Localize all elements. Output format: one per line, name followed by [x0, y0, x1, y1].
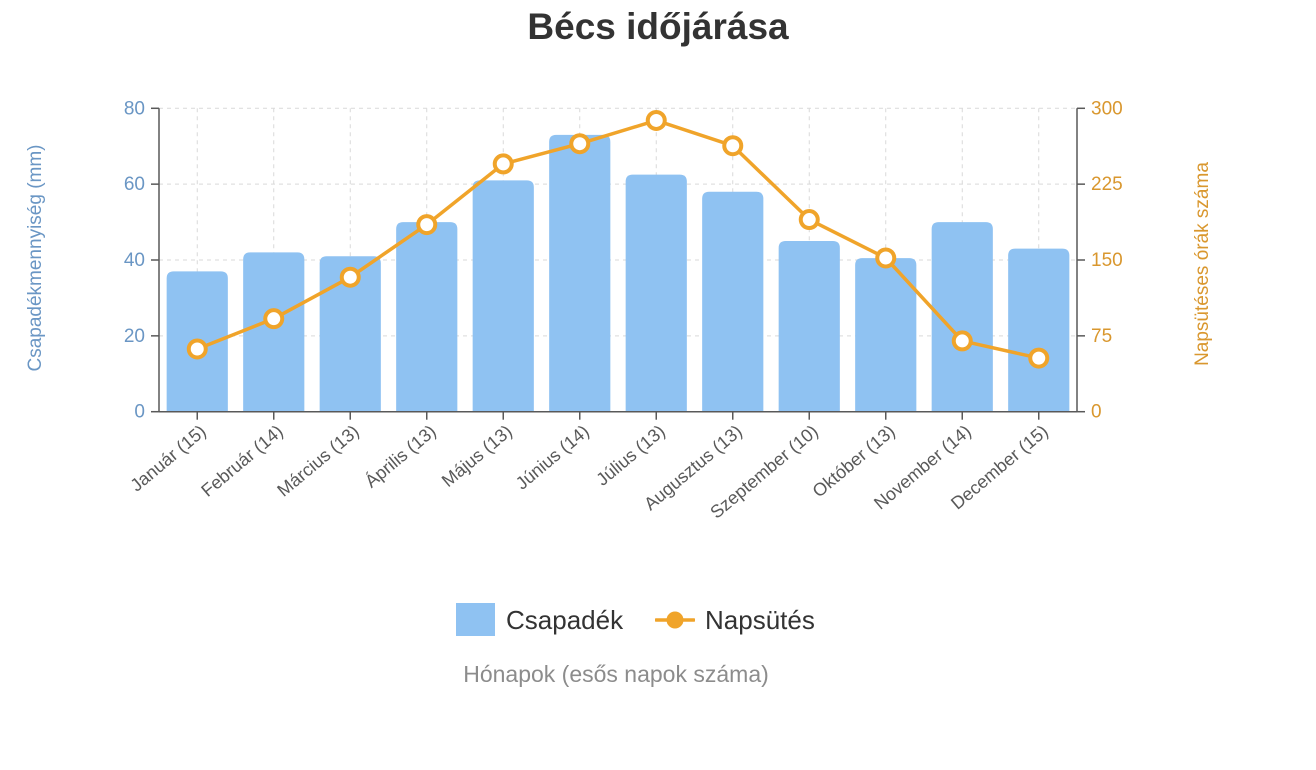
- svg-text:20: 20: [124, 326, 145, 347]
- svg-text:150: 150: [1091, 250, 1123, 271]
- svg-text:80: 80: [124, 98, 145, 119]
- svg-text:75: 75: [1091, 326, 1112, 347]
- svg-text:60: 60: [124, 174, 145, 195]
- svg-text:300: 300: [1091, 98, 1123, 119]
- svg-text:40: 40: [124, 250, 145, 271]
- svg-text:0: 0: [1091, 402, 1102, 423]
- svg-text:225: 225: [1091, 174, 1123, 195]
- svg-text:0: 0: [134, 402, 145, 423]
